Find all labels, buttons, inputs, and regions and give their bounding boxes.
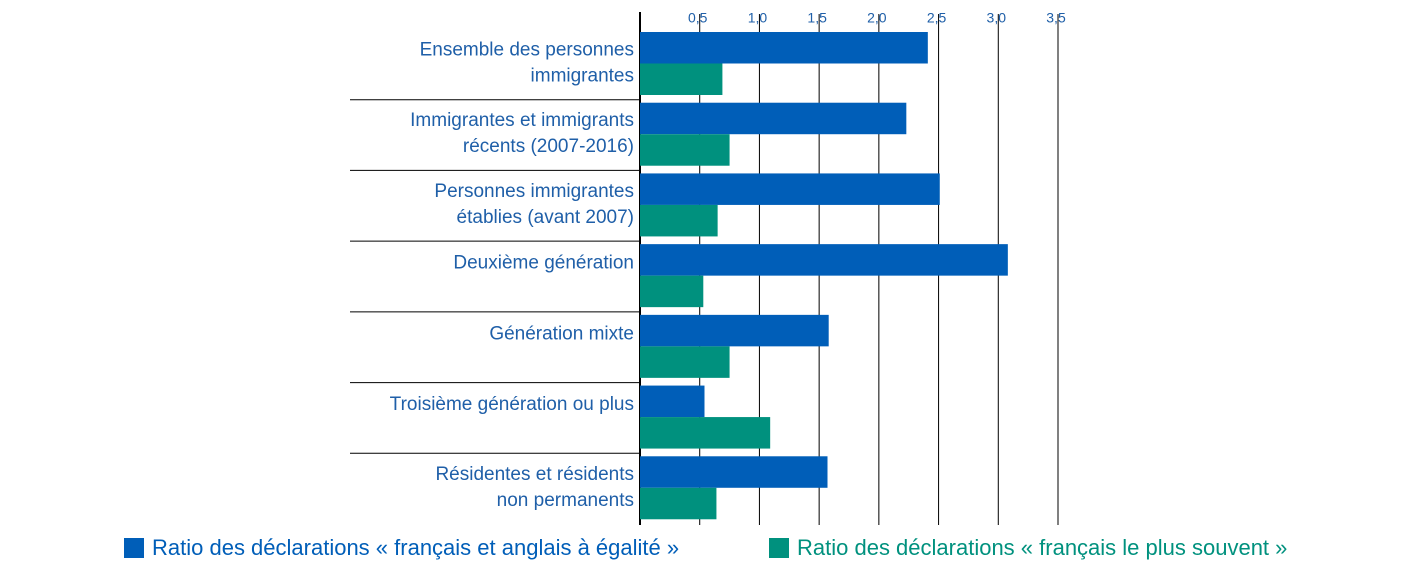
bar: [640, 456, 828, 488]
category-label: Immigrantes et immigrants: [410, 110, 634, 131]
x-tick-label: 2,0: [867, 10, 887, 26]
bar: [640, 173, 940, 205]
x-tick-label: 2,5: [927, 10, 947, 26]
bar: [640, 487, 717, 520]
bar: [640, 385, 705, 418]
bar: [640, 314, 829, 347]
category-label: immigrantes: [531, 66, 634, 87]
bar: [640, 244, 1008, 276]
category-label: Troisième génération ou plus: [390, 394, 634, 415]
category-label: Personnes immigrantes: [434, 181, 634, 202]
category-label: Génération mixte: [489, 323, 634, 344]
bar: [640, 204, 718, 237]
bar: [640, 134, 730, 166]
x-tick-label: 1,5: [807, 10, 827, 26]
bar: [640, 102, 907, 135]
category-label: Deuxième génération: [453, 253, 634, 274]
x-tick-label: 1,0: [748, 10, 768, 26]
x-tick-label: 3,5: [1046, 10, 1066, 26]
bar: [640, 275, 704, 308]
x-tick-label: 3,0: [987, 10, 1007, 26]
category-label: Résidentes et résidents: [435, 464, 634, 485]
legend-swatch: [124, 538, 144, 558]
bar: [640, 346, 730, 378]
legend-label: Ratio des déclarations « français et ang…: [152, 535, 679, 560]
category-label: récents (2007-2016): [463, 136, 634, 157]
bar: [640, 32, 928, 64]
legend-swatch: [769, 538, 789, 558]
category-label: établies (avant 2007): [457, 207, 634, 228]
legend-label: Ratio des déclarations « français le plu…: [797, 535, 1287, 560]
x-tick-label: 0,5: [688, 10, 708, 26]
bar: [640, 417, 771, 449]
category-label: non permanents: [497, 490, 634, 511]
category-label: Ensemble des personnes: [420, 40, 634, 61]
bar: [640, 63, 723, 95]
